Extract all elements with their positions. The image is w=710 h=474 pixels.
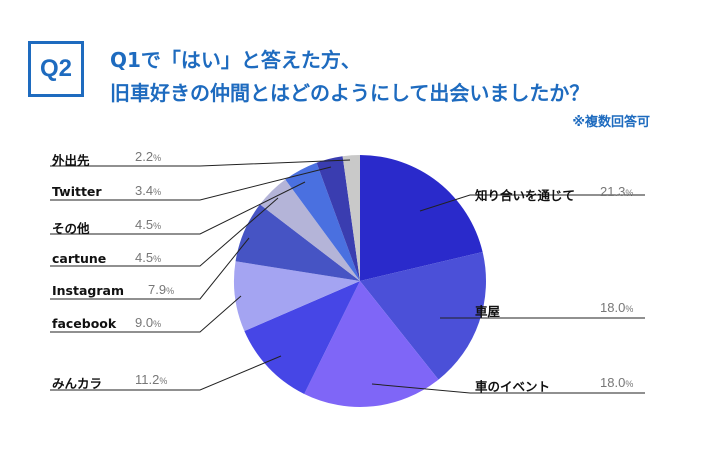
percent-value: 4.5 (135, 217, 154, 232)
pie-slice-9 (342, 155, 360, 281)
slice-percent: 4.5% (135, 217, 161, 232)
slice-label: cartune (52, 251, 107, 266)
slice-label: facebook (52, 316, 117, 331)
slice-percent: 18.0% (600, 300, 633, 315)
slice-label: 知り合いを通じて (475, 188, 576, 203)
multiple-answer-note: ※複数回答可 (572, 115, 650, 130)
percent-value: 3.4 (135, 183, 154, 198)
percent-sign: % (166, 286, 175, 296)
percent-value: 11.2 (135, 372, 160, 387)
percent-value: 2.2 (135, 149, 154, 164)
slice-percent: 2.2% (135, 149, 161, 164)
slice-label: 車屋 (475, 304, 501, 319)
percent-sign: % (153, 153, 162, 163)
slice-percent: 3.4% (135, 183, 161, 198)
percent-sign: % (625, 304, 634, 314)
slice-label: Twitter (52, 184, 102, 199)
leader-line-2 (371, 383, 645, 394)
pie-slice-4 (233, 261, 360, 332)
leader-line-0 (419, 194, 645, 212)
percent-sign: % (153, 319, 162, 329)
slice-label: 外出先 (52, 153, 90, 168)
leader-line-8 (50, 166, 332, 201)
leader-line-9 (50, 159, 351, 167)
percent-value: 18.0 (600, 300, 626, 315)
pie-slice-2 (304, 281, 439, 407)
percent-value: 4.5 (135, 250, 154, 265)
slice-label: 車のイベント (475, 379, 551, 394)
percent-sign: % (153, 254, 162, 264)
leader-line-6 (50, 197, 279, 267)
leader-line-3 (50, 355, 282, 391)
percent-sign: % (153, 187, 162, 197)
pie-slice-3 (244, 281, 360, 394)
pie-slice-5 (235, 204, 360, 281)
slice-percent: 7.9% (148, 282, 174, 297)
percent-value: 9.0 (135, 315, 154, 330)
pie-slice-8 (316, 156, 360, 281)
title-line-1: Q1で「はい」と答えた方、 (110, 48, 361, 72)
title-line-2: 旧車好きの仲間とはどのようにして出会いましたか？ (110, 81, 590, 105)
percent-value: 18.0 (600, 375, 626, 390)
slice-percent: 18.0% (600, 375, 633, 390)
slice-percent: 9.0% (135, 315, 161, 330)
percent-sign: % (159, 376, 168, 386)
slice-percent: 11.2% (135, 372, 167, 387)
percent-sign: % (625, 379, 634, 389)
slice-label: Instagram (52, 283, 124, 298)
question-badge: Q2 (28, 41, 84, 97)
pie-slice-0 (360, 155, 483, 281)
slice-label: みんカラ (52, 376, 103, 391)
leader-line-7 (50, 181, 306, 235)
pie-slice-7 (285, 162, 360, 281)
percent-sign: % (153, 221, 162, 231)
pie-slice-6 (259, 179, 360, 281)
percent-value: 21.3 (600, 184, 626, 199)
percent-value: 7.9 (148, 282, 167, 297)
leader-line-5 (50, 237, 250, 300)
slice-percent: 4.5% (135, 250, 161, 265)
slice-percent: 21.3% (600, 184, 633, 199)
pie-slice-1 (360, 251, 486, 380)
leader-line-4 (50, 295, 242, 333)
percent-sign: % (625, 188, 634, 198)
slice-label: その他 (52, 221, 90, 236)
